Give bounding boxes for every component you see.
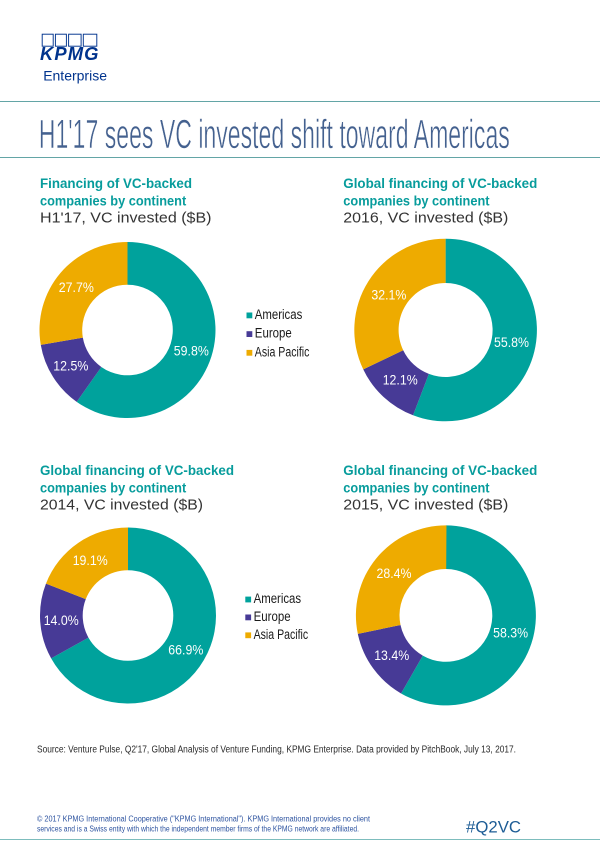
svg-text:companies by continent: companies by continent [343,479,490,495]
svg-text:Europe: Europe [255,326,292,341]
svg-text:© 2017 KPMG International Coop: © 2017 KPMG International Cooperative ("… [37,814,371,823]
svg-text:27.7%: 27.7% [59,279,94,295]
svg-text:Global financing of VC-backed: Global financing of VC-backed [40,462,234,478]
svg-text:companies by continent: companies by continent [40,479,187,495]
svg-text:Financing of VC-backed: Financing of VC-backed [40,175,192,191]
svg-text:55.8%: 55.8% [494,334,529,350]
svg-text:H1'17, VC invested ($B): H1'17, VC invested ($B) [40,209,212,226]
svg-text:#Q2VC: #Q2VC [466,818,521,837]
svg-text:2016, VC invested ($B): 2016, VC invested ($B) [343,209,508,226]
svg-text:14.0%: 14.0% [44,612,79,628]
svg-text:19.1%: 19.1% [73,552,108,568]
svg-text:companies by continent: companies by continent [40,192,187,208]
svg-text:Source: Venture Pulse, Q2'17,: Source: Venture Pulse, Q2'17, Global Ana… [37,745,516,756]
svg-text:H1'17 sees VC invested shift t: H1'17 sees VC invested shift toward Amer… [39,111,510,157]
svg-text:Global financing of VC-backed: Global financing of VC-backed [343,175,537,191]
svg-text:2015, VC invested ($B): 2015, VC invested ($B) [343,497,508,514]
svg-text:Europe: Europe [254,609,291,624]
svg-text:58.3%: 58.3% [493,625,528,641]
svg-text:KPMG: KPMG [40,43,100,64]
svg-text:Americas: Americas [254,591,302,606]
svg-text:Asia Pacific: Asia Pacific [255,344,310,359]
svg-text:Enterprise: Enterprise [43,67,107,83]
svg-text:32.1%: 32.1% [371,286,406,302]
svg-text:28.4%: 28.4% [377,565,412,581]
svg-text:12.5%: 12.5% [53,358,88,374]
svg-text:companies by continent: companies by continent [343,192,490,208]
svg-text:services and is a Swiss entity: services and is a Swiss entity with whic… [37,824,359,833]
svg-text:13.4%: 13.4% [374,647,409,663]
svg-text:Global financing of VC-backed: Global financing of VC-backed [343,462,537,478]
svg-text:66.9%: 66.9% [168,641,203,657]
svg-text:2014, VC invested ($B): 2014, VC invested ($B) [40,497,203,514]
svg-text:Asia Pacific: Asia Pacific [254,627,309,642]
svg-text:Americas: Americas [255,307,303,322]
svg-text:59.8%: 59.8% [174,342,209,358]
svg-text:12.1%: 12.1% [383,371,418,387]
